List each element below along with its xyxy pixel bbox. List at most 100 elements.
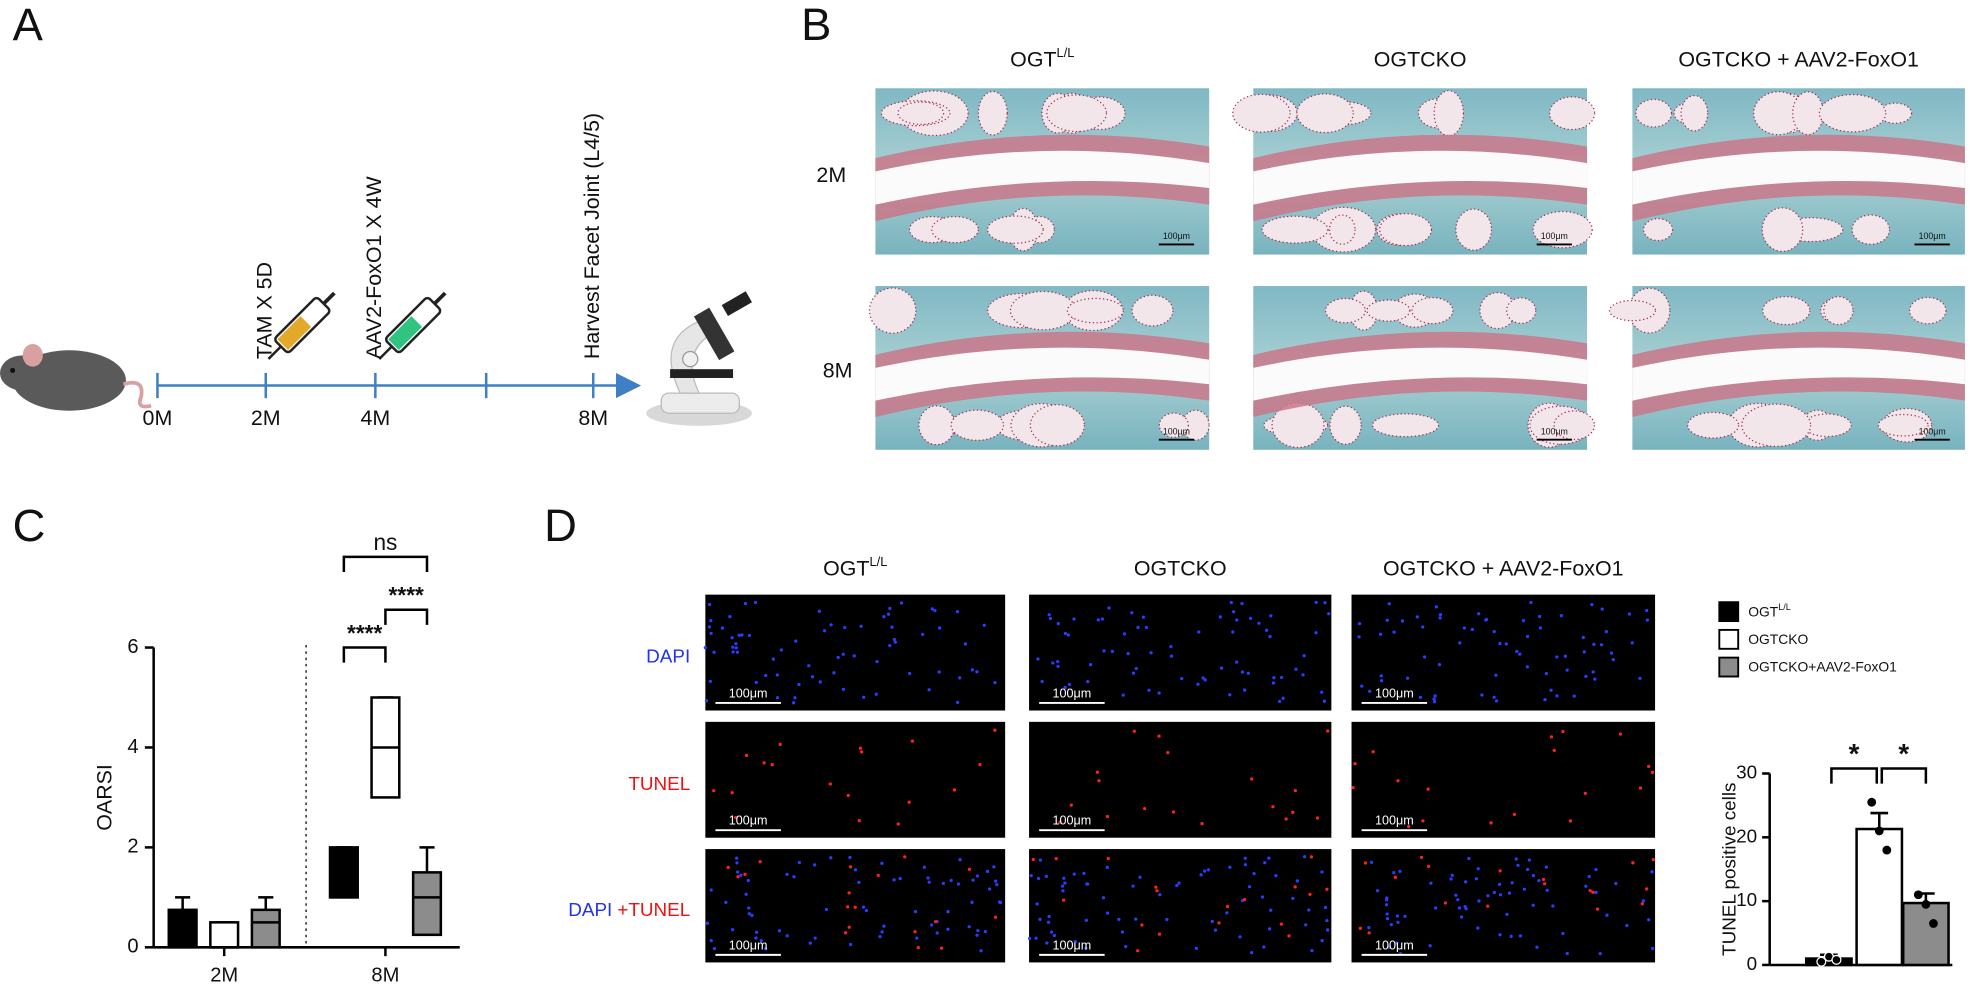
nucleus (1310, 949, 1314, 953)
nucleus (747, 633, 752, 637)
nucleus (1609, 651, 1614, 655)
nucleus (882, 924, 886, 928)
nucleus (1561, 931, 1565, 936)
nucleus (1323, 601, 1327, 605)
nucleus (1307, 908, 1311, 912)
nucleus (1134, 917, 1138, 921)
nucleus (1203, 678, 1207, 682)
marrow (1792, 91, 1824, 136)
box (209, 921, 240, 949)
apoptotic (1031, 857, 1035, 862)
nucleus (764, 947, 768, 951)
image-bg (1351, 594, 1656, 711)
marrow (1642, 218, 1674, 242)
nucleus (1062, 876, 1066, 880)
nucleus (976, 928, 980, 933)
row-label: DAPI (646, 647, 690, 668)
nucleus (1073, 940, 1078, 944)
nucleus (1480, 693, 1484, 697)
nucleus (1252, 871, 1256, 876)
nucleus (730, 636, 734, 640)
nucleus (946, 910, 950, 914)
image-bg (1351, 721, 1656, 838)
apoptotic (993, 728, 997, 732)
nucleus (1175, 883, 1179, 888)
marrow (1433, 90, 1465, 137)
nucleus (731, 927, 735, 932)
apoptotic (734, 815, 738, 820)
nucleus (1598, 951, 1602, 956)
nucleus (956, 700, 960, 705)
nucleus (1036, 876, 1041, 881)
nucleus (1456, 898, 1460, 902)
nucleus (1203, 869, 1207, 873)
nucleus (1433, 906, 1438, 910)
nucleus (1515, 649, 1519, 653)
apoptotic (1058, 820, 1062, 824)
apoptotic (712, 789, 716, 793)
nucleus (1529, 600, 1533, 605)
nucleus (841, 652, 845, 656)
apoptotic (1154, 885, 1158, 889)
apoptotic (967, 867, 972, 871)
nucleus (1582, 650, 1586, 654)
nucleus (1368, 689, 1372, 693)
nucleus (797, 860, 802, 865)
nucleus (1505, 912, 1509, 917)
apoptotic (1309, 855, 1314, 859)
apoptotic (848, 865, 853, 869)
apoptotic (1486, 904, 1490, 908)
apoptotic (762, 761, 766, 765)
x-tick-label: 8M (371, 965, 399, 987)
nucleus (888, 606, 892, 611)
nucleus (1384, 898, 1389, 902)
apoptotic (778, 742, 782, 747)
marrow (1261, 215, 1329, 244)
apoptotic (1396, 779, 1400, 783)
apoptotic (1097, 779, 1101, 783)
nucleus (933, 608, 937, 613)
nucleus (737, 633, 741, 637)
scale-bar-label: 100μm (1053, 814, 1092, 828)
nucleus (792, 875, 796, 879)
nucleus (927, 880, 931, 884)
scale-bar-label: 100μm (1375, 814, 1414, 828)
legend-label-main: OGTCKO+AAV2-FoxO1 (1748, 658, 1897, 674)
column-title: OGTCKO + AAV2-FoxO1 (1678, 47, 1919, 71)
nucleus (1067, 682, 1072, 687)
row-label-part: DAPI (568, 900, 612, 921)
apoptotic (1351, 785, 1355, 790)
nucleus (1263, 861, 1267, 865)
apoptotic (1279, 922, 1283, 926)
nucleus (1458, 641, 1462, 645)
nucleus (1056, 664, 1060, 669)
apoptotic (847, 925, 851, 929)
nucleus (1405, 676, 1410, 680)
nucleus (1428, 944, 1432, 948)
nucleus (771, 657, 775, 661)
apoptotic (1136, 949, 1140, 953)
nucleus (998, 900, 1003, 905)
marrow (1823, 296, 1854, 326)
nucleus (1045, 941, 1049, 945)
image-bg (705, 594, 1006, 711)
nucleus (985, 869, 990, 874)
apoptotic (993, 915, 998, 919)
nucleus (1231, 630, 1235, 634)
nucleus (1587, 875, 1591, 879)
image-bg (1029, 849, 1332, 963)
joint-space (1632, 150, 1965, 205)
nucleus (1645, 618, 1650, 622)
nucleus (746, 878, 750, 883)
apoptotic (1132, 729, 1136, 733)
apoptotic (1142, 807, 1147, 811)
nucleus (1121, 693, 1125, 697)
nucleus (1029, 874, 1033, 878)
data-point (1913, 890, 1923, 900)
nucleus (853, 868, 858, 872)
nucleus (1056, 659, 1060, 664)
apoptotic (1640, 902, 1644, 906)
nucleus (1555, 655, 1559, 659)
